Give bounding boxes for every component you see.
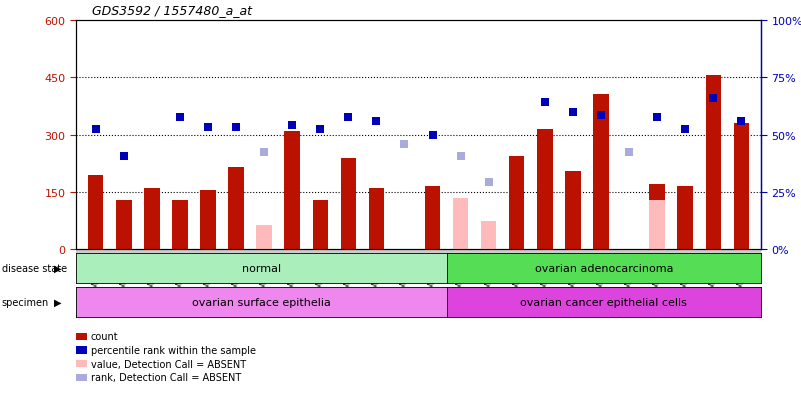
Text: ▶: ▶ [54,263,62,273]
Bar [734,124,749,250]
Point [678,126,691,133]
Bar [116,200,131,250]
Bar [312,200,328,250]
Bar [368,189,384,250]
Bar [537,130,553,250]
Point [426,132,439,139]
Bar [566,171,581,250]
Bar [144,189,159,250]
Text: count: count [91,332,118,342]
Bar [650,185,665,250]
Bar [228,168,244,250]
Point [706,96,719,102]
Bar [172,200,187,250]
Point [735,119,747,125]
Text: normal: normal [242,263,281,273]
Point [538,100,551,106]
Text: GDS3592 / 1557480_a_at: GDS3592 / 1557480_a_at [92,4,252,17]
Point [370,119,383,125]
Point [398,142,411,148]
Point [314,126,327,133]
Bar [88,176,103,250]
Bar [706,76,721,250]
Text: specimen: specimen [2,297,49,307]
Text: ovarian surface epithelia: ovarian surface epithelia [192,297,331,307]
Point [594,113,607,119]
Bar [594,95,609,250]
Bar [650,200,665,250]
Bar [284,131,300,250]
Point [650,115,663,121]
Point [202,124,215,131]
Bar [678,187,693,250]
Text: value, Detection Call = ABSENT: value, Detection Call = ABSENT [91,359,246,369]
Bar [256,225,272,250]
Point [454,153,467,159]
Bar [425,187,441,250]
Text: disease state: disease state [2,263,66,273]
Text: ▶: ▶ [54,297,62,307]
Bar [340,158,356,250]
Text: ovarian adenocarcinoma: ovarian adenocarcinoma [534,263,673,273]
Point [566,109,579,116]
Bar [453,198,469,250]
Point [286,122,299,129]
Point [90,126,103,133]
Bar [481,221,497,250]
Bar [76,250,761,280]
Bar [200,191,215,250]
Bar [509,156,525,250]
Point [174,115,187,121]
Point [342,115,355,121]
Text: rank, Detection Call = ABSENT: rank, Detection Call = ABSENT [91,373,241,382]
Point [482,180,495,186]
Text: percentile rank within the sample: percentile rank within the sample [91,345,256,355]
Point [258,149,271,156]
Point [622,149,635,156]
Point [230,124,243,131]
Point [118,153,131,159]
Text: ovarian cancer epithelial cells: ovarian cancer epithelial cells [521,297,687,307]
